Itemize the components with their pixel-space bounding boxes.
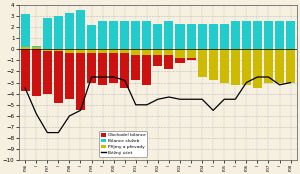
Bar (76, 10, 85, 49)
Bar (32, 49, 41, 96)
Bar (87, 49, 96, 83)
Bar (120, 21, 129, 49)
Bar (43, 49, 52, 94)
Bar (209, 24, 218, 49)
Bar (264, 21, 273, 49)
Bar (164, 49, 173, 69)
Bar (76, 49, 85, 110)
Bar (242, 49, 251, 85)
Bar (76, 49, 85, 53)
Bar (220, 24, 229, 49)
Bar (264, 33, 273, 49)
Bar (153, 24, 162, 49)
Bar (54, 49, 63, 52)
Bar (98, 21, 107, 49)
Bar (131, 49, 140, 55)
Bar (275, 25, 284, 49)
Bar (65, 13, 74, 49)
Bar (209, 49, 218, 80)
Bar (43, 49, 52, 52)
Bar (242, 49, 251, 54)
Bar (153, 49, 162, 66)
Bar (164, 21, 173, 49)
Bar (43, 18, 52, 49)
Bar (131, 21, 140, 49)
Bar (253, 49, 262, 88)
Bar (21, 14, 30, 49)
Bar (187, 24, 196, 49)
Bar (109, 49, 118, 83)
Bar (176, 49, 184, 63)
Bar (187, 49, 196, 60)
Bar (209, 49, 218, 64)
Bar (21, 49, 30, 92)
Bar (109, 21, 118, 49)
Bar (153, 49, 162, 55)
Bar (253, 49, 262, 52)
Bar (32, 46, 41, 49)
Bar (164, 49, 173, 55)
Bar (109, 49, 118, 53)
Bar (120, 49, 129, 88)
Bar (120, 49, 129, 53)
Bar (198, 49, 207, 77)
Bar (54, 16, 63, 49)
Bar (142, 49, 152, 55)
Bar (264, 49, 273, 83)
Bar (198, 49, 207, 63)
Bar (87, 49, 96, 53)
Bar (21, 47, 30, 49)
Bar (65, 49, 74, 53)
Bar (286, 21, 295, 49)
Bar (286, 27, 295, 49)
Bar (98, 49, 107, 53)
Bar (176, 49, 184, 58)
Bar (87, 25, 96, 49)
Bar (220, 49, 229, 58)
Legend: Obchodní bilance, Bilance služeb, Příjmy a převody, Běžný účet: Obchodní bilance, Bilance služeb, Příjmy… (99, 131, 147, 157)
Bar (65, 49, 74, 99)
Bar (176, 24, 184, 49)
Bar (275, 49, 284, 83)
Bar (187, 49, 196, 58)
Bar (54, 49, 63, 103)
Bar (253, 21, 262, 49)
Bar (142, 49, 152, 85)
Bar (220, 49, 229, 83)
Bar (275, 21, 284, 49)
Bar (286, 49, 295, 83)
Bar (32, 47, 41, 49)
Bar (142, 21, 152, 49)
Bar (231, 49, 240, 85)
Bar (198, 24, 207, 49)
Bar (231, 49, 240, 57)
Bar (131, 49, 140, 80)
Bar (242, 21, 251, 49)
Bar (231, 21, 240, 49)
Bar (98, 49, 107, 85)
